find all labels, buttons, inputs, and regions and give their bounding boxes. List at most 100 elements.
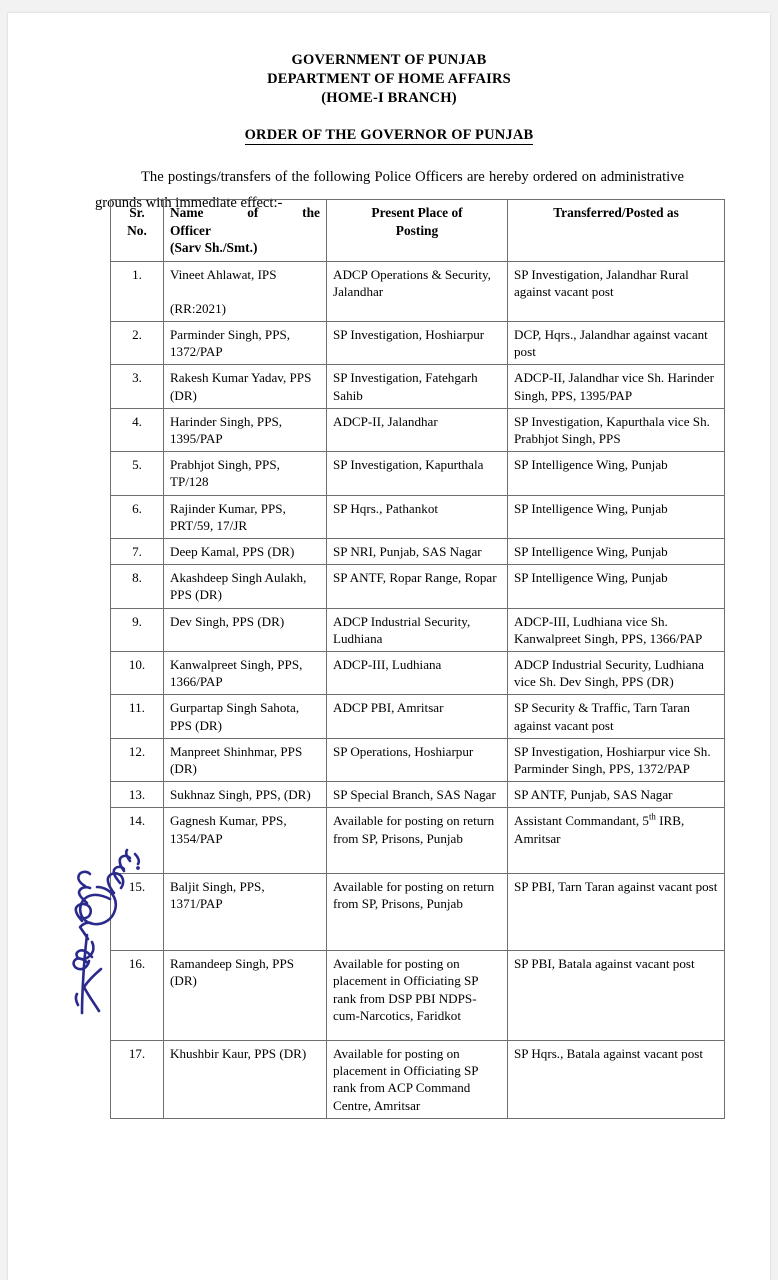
table-row: 9. Dev Singh, PPS (DR) ADCP Industrial Sec… bbox=[110, 607, 725, 652]
cell-present-posting: SP Special Branch, SAS Nagar bbox=[326, 781, 508, 809]
column-header-name-line2: Officer bbox=[170, 222, 211, 238]
cell-present-posting: ADCP PBI, Amritsar bbox=[326, 694, 508, 739]
cell-transferred-posted: SP Intelligence Wing, Punjab bbox=[507, 451, 725, 496]
table-row: 13. Sukhnaz Singh, PPS, (DR) SP Special Br… bbox=[110, 781, 725, 809]
cell-transferred-posted: SP Intelligence Wing, Punjab bbox=[507, 564, 725, 609]
cell-officer-name: Gagnesh Kumar, PPS, 1354/PAP bbox=[163, 807, 327, 874]
table-row: 2. Parminder Singh, PPS, 1372/PAP SP Inves… bbox=[110, 320, 725, 366]
cell-officer-name: Vineet Ahlawat, IPS (RR:2021) bbox=[163, 260, 327, 322]
cell-transferred-posted: SP Intelligence Wing, Punjab bbox=[507, 537, 725, 566]
column-header-name-line3: (Sarv Sh./Smt.) bbox=[170, 240, 258, 255]
cell-present-posting: SP NRI, Punjab, SAS Nagar bbox=[326, 537, 508, 566]
cell-transferred-posted: SP Investigation, Hoshiarpur vice Sh. Pa… bbox=[507, 737, 725, 783]
cell-transferred-posted: SP Security & Traffic, Tarn Taran agains… bbox=[507, 694, 725, 739]
cell-officer-name: Sukhnaz Singh, PPS, (DR) bbox=[163, 781, 327, 809]
column-header-present-line2: Posting bbox=[395, 222, 439, 238]
cell-sr-no: 5. bbox=[110, 451, 164, 496]
officer-name-line1: Vineet Ahlawat, IPS bbox=[170, 266, 277, 282]
cell-sr-no: 15. bbox=[110, 872, 164, 952]
column-header-sr-line2: No. bbox=[127, 222, 147, 238]
officer-name-spacer bbox=[170, 283, 320, 300]
cell-present-posting: Available for posting on return from SP,… bbox=[326, 807, 508, 874]
cell-present-posting: SP Investigation, Kapurthala bbox=[326, 451, 508, 496]
cell-present-posting: SP ANTF, Ropar Range, Ropar bbox=[326, 564, 508, 609]
cell-transferred-posted: SP Investigation, Kapurthala vice Sh. Pr… bbox=[507, 407, 725, 453]
cell-sr-no: 10. bbox=[110, 650, 164, 696]
column-header-name-line1: Name of the bbox=[170, 205, 320, 220]
cell-officer-name: Khushbir Kaur, PPS (DR) bbox=[163, 1040, 327, 1119]
cell-officer-name: Rakesh Kumar Yadav, PPS (DR) bbox=[163, 364, 327, 409]
cell-sr-no: 17. bbox=[110, 1040, 164, 1119]
cell-transferred-posted: SP Investigation, Jalandhar Rural agains… bbox=[507, 260, 725, 322]
cell-present-posting: Available for posting on placement in Of… bbox=[326, 1040, 508, 1119]
table-row: 15. Baljit Singh, PPS, 1371/PAP Available … bbox=[110, 872, 725, 952]
cell-present-posting: ADCP-II, Jalandhar bbox=[326, 407, 508, 453]
postings-transfers-table: Sr. No. Name of the Officer (Sarv Sh./Sm… bbox=[110, 199, 725, 1119]
cell-sr-no: 12. bbox=[110, 737, 164, 783]
table-row: 5. Prabhjot Singh, PPS, TP/128 SP Investig… bbox=[110, 451, 725, 496]
table-row: 1. Vineet Ahlawat, IPS (RR:2021) ADCP Opera… bbox=[110, 260, 725, 322]
cell-sr-no: 11. bbox=[110, 694, 164, 739]
cell-present-posting: Available for posting on return from SP,… bbox=[326, 872, 508, 952]
cell-sr-no: 4. bbox=[110, 407, 164, 453]
cell-present-posting: ADCP Operations & Security, Jalandhar bbox=[326, 260, 508, 322]
cell-sr-no: 7. bbox=[110, 537, 164, 566]
transfer-text-post: IRB, Amritsar bbox=[514, 813, 685, 846]
cell-sr-no: 9. bbox=[110, 607, 164, 652]
cell-present-posting: SP Investigation, Fatehgarh Sahib bbox=[326, 364, 508, 409]
table-row: 4. Harinder Singh, PPS, 1395/PAP ADCP-II, … bbox=[110, 407, 725, 453]
cell-sr-no: 13. bbox=[110, 781, 164, 809]
cell-transferred-posted: ADCP-II, Jalandhar vice Sh. Harinder Sin… bbox=[507, 364, 725, 409]
cell-officer-name: Deep Kamal, PPS (DR) bbox=[163, 537, 327, 566]
table-row: 8. Akashdeep Singh Aulakh, PPS (DR) SP ANT… bbox=[110, 564, 725, 609]
cell-transferred-posted: SP Intelligence Wing, Punjab bbox=[507, 494, 725, 539]
cell-officer-name: Kanwalpreet Singh, PPS, 1366/PAP bbox=[163, 650, 327, 696]
cell-transferred-posted: SP Hqrs., Batala against vacant post bbox=[507, 1040, 725, 1119]
cell-present-posting: SP Operations, Hoshiarpur bbox=[326, 737, 508, 783]
cell-sr-no: 14. bbox=[110, 807, 164, 874]
cell-present-posting: ADCP Industrial Security, Ludhiana bbox=[326, 607, 508, 652]
cell-sr-no: 2. bbox=[110, 320, 164, 366]
order-title: ORDER OF THE GOVERNOR OF PUNJAB bbox=[8, 127, 770, 145]
column-header-present-line1: Present Place of bbox=[371, 205, 463, 220]
cell-officer-name: Rajinder Kumar, PPS, PRT/59, 17/JR bbox=[163, 494, 327, 539]
header-line-branch: (HOME-I BRANCH) bbox=[321, 90, 457, 106]
table-row: 14. Gagnesh Kumar, PPS, 1354/PAP Available… bbox=[110, 807, 725, 874]
cell-present-posting: SP Investigation, Hoshiarpur bbox=[326, 320, 508, 366]
header-line-department: DEPARTMENT OF HOME AFFAIRS bbox=[267, 71, 511, 87]
table-row: 3. Rakesh Kumar Yadav, PPS (DR) SP Investi… bbox=[110, 364, 725, 409]
table-header-row: Sr. No. Name of the Officer (Sarv Sh./Sm… bbox=[110, 199, 725, 262]
officer-name-line2: (RR:2021) bbox=[170, 300, 227, 316]
transfer-ordinal-suffix: th bbox=[648, 812, 656, 823]
cell-present-posting: Available for posting on placement in Of… bbox=[326, 950, 508, 1041]
cell-officer-name: Parminder Singh, PPS, 1372/PAP bbox=[163, 320, 327, 366]
cell-transferred-posted: SP PBI, Batala against vacant post bbox=[507, 950, 725, 1041]
cell-sr-no: 8. bbox=[110, 564, 164, 609]
header-line-government: GOVERNMENT OF PUNJAB bbox=[291, 52, 487, 68]
column-header-transferred-posted: Transferred/Posted as bbox=[507, 199, 725, 262]
column-header-name-of-officer: Name of the Officer (Sarv Sh./Smt.) bbox=[163, 199, 327, 262]
cell-officer-name: Harinder Singh, PPS, 1395/PAP bbox=[163, 407, 327, 453]
cell-officer-name: Baljit Singh, PPS, 1371/PAP bbox=[163, 872, 327, 952]
cell-officer-name: Akashdeep Singh Aulakh, PPS (DR) bbox=[163, 564, 327, 609]
column-header-sr-no: Sr. No. bbox=[110, 199, 164, 262]
column-header-present-place: Present Place of Posting bbox=[326, 199, 508, 262]
table-row: 17. Khushbir Kaur, PPS (DR) Available for … bbox=[110, 1040, 725, 1119]
table-row: 11. Gurpartap Singh Sahota, PPS (DR) ADCP … bbox=[110, 694, 725, 739]
cell-officer-name: Manpreet Shinhmar, PPS (DR) bbox=[163, 737, 327, 783]
table-body: 1. Vineet Ahlawat, IPS (RR:2021) ADCP Opera… bbox=[110, 260, 725, 1119]
cell-sr-no: 1. bbox=[110, 260, 164, 322]
column-header-sr-line1: Sr. bbox=[129, 205, 145, 220]
table-row: 12. Manpreet Shinhmar, PPS (DR) SP Operati… bbox=[110, 737, 725, 783]
table-row: 16. Ramandeep Singh, PPS (DR) Available fo… bbox=[110, 950, 725, 1041]
cell-present-posting: SP Hqrs., Pathankot bbox=[326, 494, 508, 539]
table-row: 6. Rajinder Kumar, PPS, PRT/59, 17/JR SP H… bbox=[110, 494, 725, 539]
document-header: GOVERNMENT OF PUNJAB DEPARTMENT OF HOME … bbox=[8, 51, 770, 108]
document-page: GOVERNMENT OF PUNJAB DEPARTMENT OF HOME … bbox=[8, 13, 770, 1280]
table-header-row-group: Sr. No. Name of the Officer (Sarv Sh./Sm… bbox=[110, 199, 725, 262]
cell-transferred-posted: SP PBI, Tarn Taran against vacant post bbox=[507, 872, 725, 952]
cell-transferred-posted: Assistant Commandant, 5th IRB, Amritsar bbox=[507, 807, 725, 874]
cell-officer-name: Prabhjot Singh, PPS, TP/128 bbox=[163, 451, 327, 496]
order-title-text: ORDER OF THE GOVERNOR OF PUNJAB bbox=[244, 127, 534, 145]
cell-officer-name: Gurpartap Singh Sahota, PPS (DR) bbox=[163, 694, 327, 739]
